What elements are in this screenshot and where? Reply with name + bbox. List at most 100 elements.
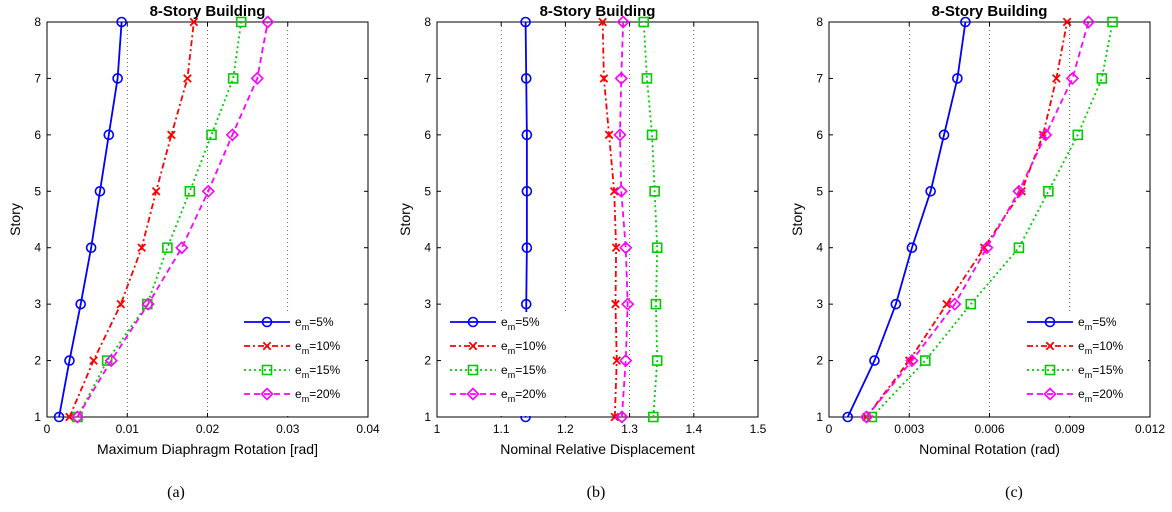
series-4	[70, 15, 275, 424]
y-tick-label: 2	[34, 354, 41, 368]
x-axis-label: Nominal Relative Displacement	[500, 441, 695, 457]
data-point	[612, 356, 622, 365]
legend-label-main: e	[295, 363, 302, 377]
legend: em=5%em=10%em=15%em=20%	[446, 312, 571, 416]
legend-label-rest: =20%	[1092, 387, 1123, 401]
data-point	[141, 297, 155, 311]
chart-title: 8-Story Building	[540, 3, 656, 20]
data-point	[521, 242, 533, 254]
x-tick-label: 0.009	[1055, 422, 1085, 436]
data-point	[613, 128, 627, 142]
legend-label-sub: m	[508, 322, 516, 332]
legend-label-main: e	[501, 387, 508, 401]
legend-box	[240, 312, 365, 416]
legend-label-main: e	[1078, 315, 1085, 329]
y-tick-label: 2	[816, 354, 823, 368]
data-point	[599, 74, 609, 83]
data-point	[1062, 17, 1072, 27]
data-point	[116, 16, 127, 28]
data-point	[610, 412, 620, 422]
series-line	[601, 21, 618, 418]
x-axis-label: Nominal Rotation (rad)	[919, 441, 1060, 457]
data-point	[250, 71, 264, 86]
data-point	[64, 355, 75, 366]
data-point	[942, 299, 952, 309]
data-point	[1012, 184, 1026, 198]
data-point	[65, 412, 74, 422]
legend-label: em=5%	[501, 315, 540, 332]
x-tick-label: 0.03	[276, 422, 300, 436]
legend-label-sub: m	[1085, 370, 1093, 380]
y-axis-label: Story	[397, 203, 413, 236]
data-point	[604, 130, 614, 140]
chart-panel-1: 0 0.01 0.02 0.03 0.04 1 2 3 4 5 6 7 8 8-Story Buildin…	[7, 3, 380, 457]
data-point	[184, 185, 196, 197]
data-point	[75, 298, 87, 310]
data-point	[1081, 15, 1096, 29]
data-point	[869, 355, 880, 366]
data-point	[261, 15, 275, 29]
caption-a: (a)	[167, 484, 185, 501]
data-point	[112, 73, 123, 84]
series-line	[68, 21, 195, 418]
legend-label: em=15%	[1078, 363, 1124, 380]
y-tick-label: 1	[424, 410, 431, 424]
x-axis-label: Maximum Diaphragm Rotation [rad]	[97, 441, 318, 457]
legend-marker	[262, 341, 272, 351]
data-point	[1072, 129, 1084, 141]
y-tick-label: 5	[816, 184, 823, 198]
x-tick-label: 0	[44, 422, 51, 436]
caption-b: (b)	[586, 484, 606, 501]
legend-marker	[467, 316, 479, 328]
legend-label-main: e	[1078, 387, 1085, 401]
data-point	[103, 129, 115, 141]
legend-label-sub: m	[302, 346, 310, 356]
legend-label-sub: m	[302, 394, 310, 404]
data-point	[649, 185, 660, 197]
x-tick-label: 0	[826, 422, 833, 436]
data-point	[520, 73, 532, 84]
legend-label-sub: m	[1085, 322, 1093, 332]
data-point	[183, 74, 192, 83]
data-point	[641, 73, 653, 84]
legend-label-rest: =5%	[309, 315, 334, 329]
legend: em=5%em=10%em=15%em=20%	[1023, 312, 1148, 416]
legend-label-rest: =10%	[1092, 339, 1123, 353]
legend-marker	[468, 341, 478, 351]
legend-label: em=15%	[295, 363, 341, 380]
y-tick-label: 4	[34, 241, 41, 255]
x-tick-label: 1.2	[557, 422, 574, 436]
data-point	[611, 299, 620, 309]
y-tick-label: 7	[816, 71, 823, 85]
legend-label-main: e	[501, 315, 508, 329]
legend-label-rest: =10%	[515, 339, 546, 353]
x-tick-label: 0.003	[894, 422, 924, 436]
legend-label-sub: m	[302, 370, 310, 380]
data-point	[979, 243, 989, 253]
legend-label: em=5%	[295, 315, 334, 332]
legend-label-main: e	[295, 315, 302, 329]
x-tick-label: 1.5	[750, 422, 767, 436]
data-point	[648, 411, 659, 423]
data-point	[619, 353, 633, 368]
legend-marker	[261, 316, 273, 328]
series-3	[638, 16, 663, 423]
data-point	[1096, 73, 1108, 84]
x-tick-label: 1.1	[493, 422, 510, 436]
legend-label-sub: m	[1085, 394, 1093, 404]
y-tick-label: 5	[424, 184, 431, 198]
x-tick-label: 1.3	[621, 422, 638, 436]
data-point	[70, 410, 85, 424]
data-point	[890, 298, 902, 310]
data-point	[89, 356, 98, 365]
y-tick-label: 3	[34, 297, 41, 311]
legend-label-main: e	[1078, 339, 1085, 353]
data-point	[614, 71, 628, 86]
y-tick-label: 6	[424, 128, 431, 142]
x-tick-label: 0.04	[356, 422, 380, 436]
legend-box	[446, 312, 571, 416]
legend-label-main: e	[501, 339, 508, 353]
series-line	[58, 21, 123, 418]
legend-marker	[466, 387, 480, 401]
